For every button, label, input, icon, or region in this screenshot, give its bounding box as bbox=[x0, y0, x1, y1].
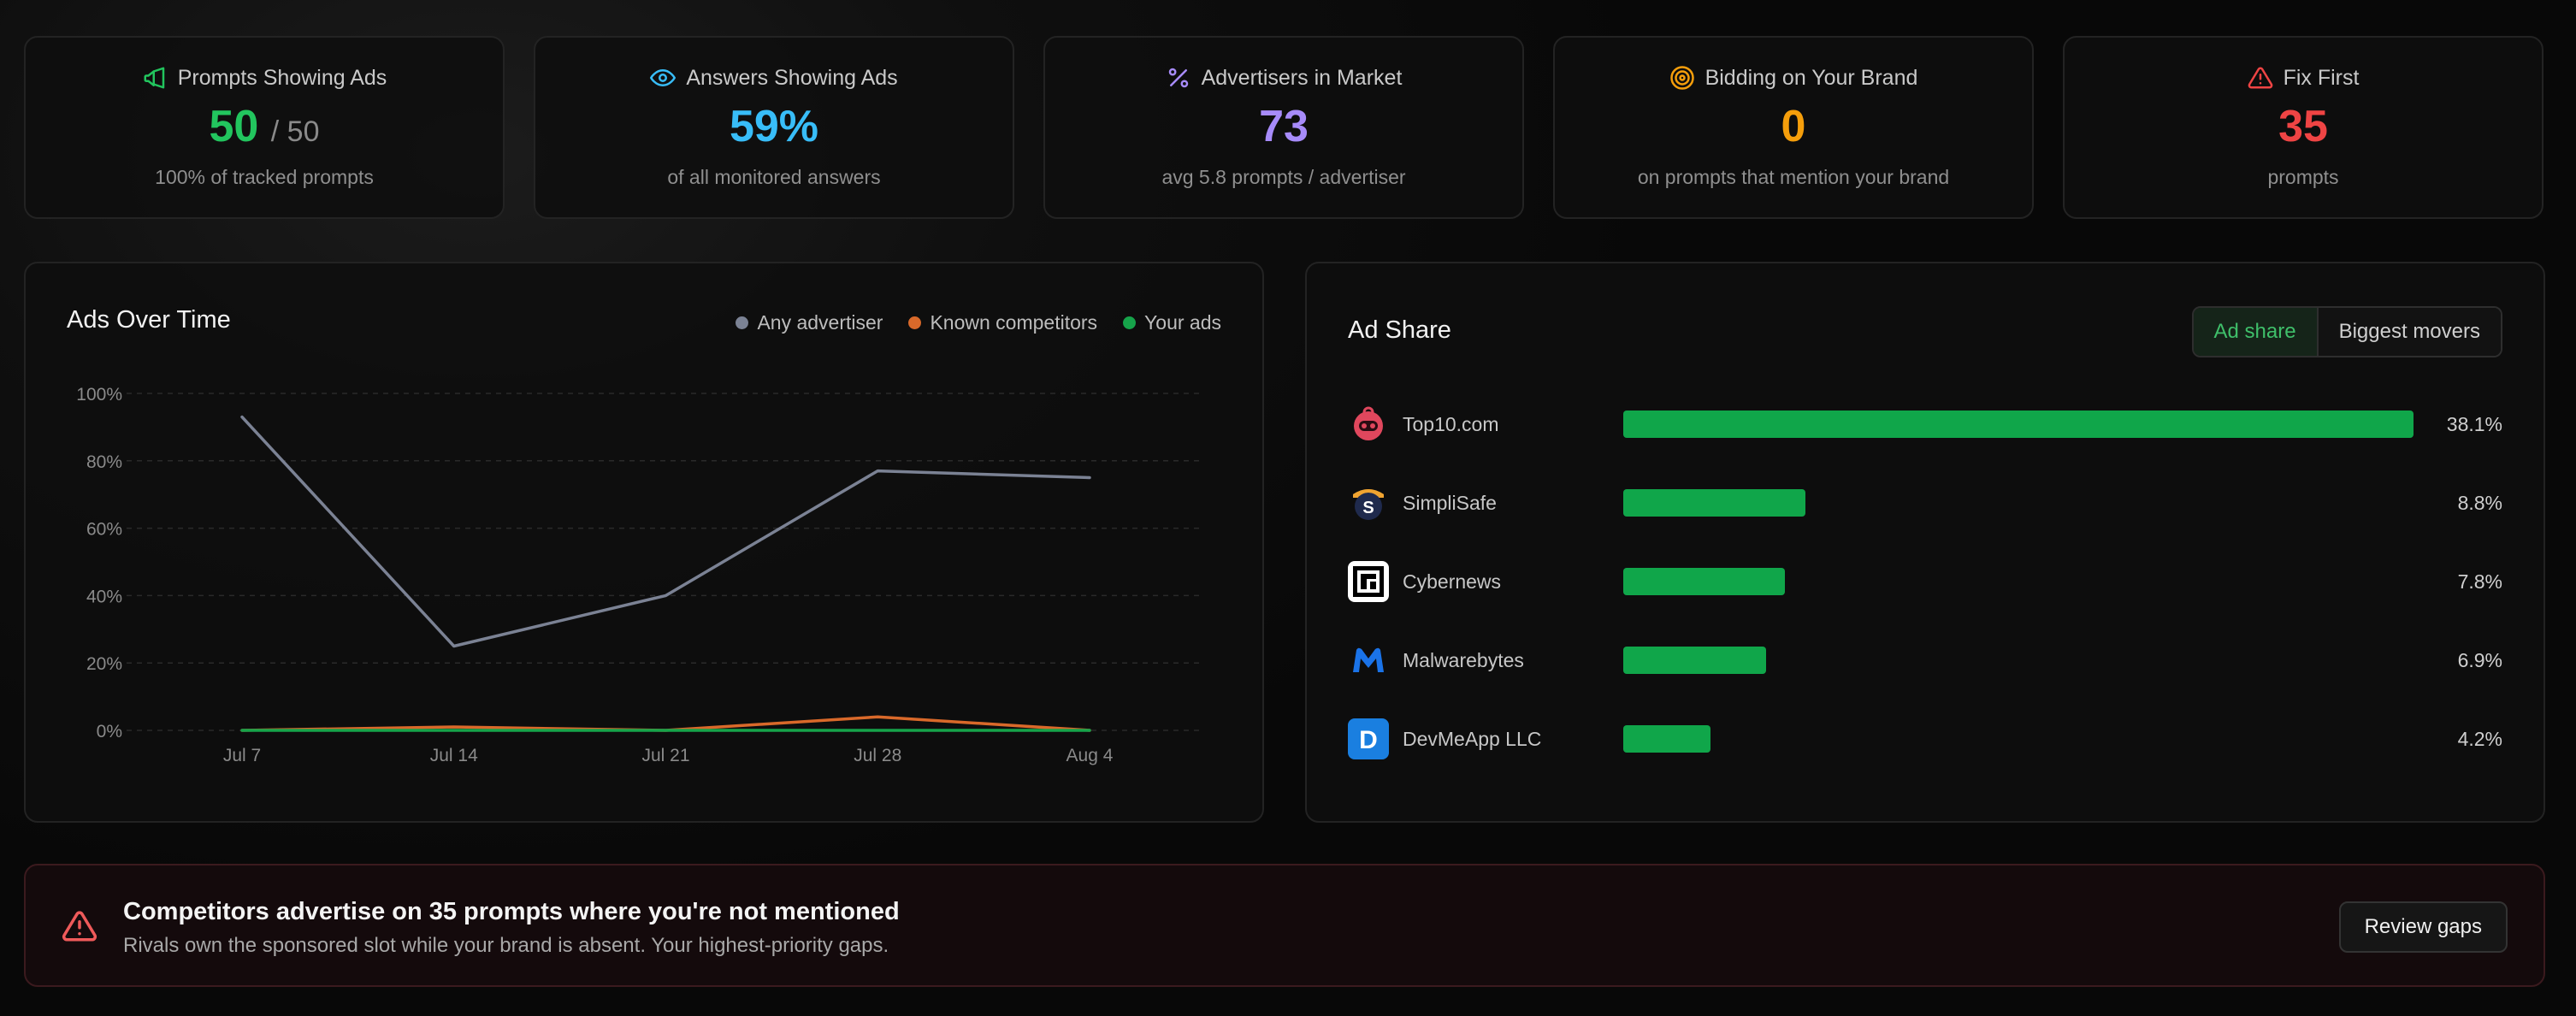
share-name: Malwarebytes bbox=[1403, 648, 1524, 671]
ads-over-time-card: Ads Over Time Any advertiser Known compe… bbox=[24, 262, 1264, 823]
x-tick-label: Jul 7 bbox=[223, 746, 261, 765]
share-pct: 7.8% bbox=[2457, 570, 2502, 593]
chart-legend: Any advertiser Known competitors Your ad… bbox=[736, 311, 1221, 334]
ad-share-title: Ad Share bbox=[1348, 316, 1451, 344]
x-tick-label: Aug 4 bbox=[1066, 746, 1114, 765]
share-name: DevMeApp LLC bbox=[1403, 727, 1542, 750]
series-line-any-advertiser bbox=[240, 415, 1091, 648]
stat-caption: 100% of tracked prompts bbox=[155, 166, 374, 188]
stat-caption: of all monitored answers bbox=[667, 166, 881, 188]
alert-title: Competitors advertise on 35 prompts wher… bbox=[123, 898, 900, 925]
stat-caption: on prompts that mention your brand bbox=[1637, 166, 1950, 188]
share-bar bbox=[1623, 647, 1767, 674]
stat-card-fix-first: Fix First 35 prompts bbox=[2063, 36, 2544, 219]
legend-item-any-advertiser[interactable]: Any advertiser bbox=[736, 311, 883, 334]
competitor-gap-alert: Competitors advertise on 35 prompts wher… bbox=[24, 864, 2545, 987]
tab-biggest-movers[interactable]: Biggest movers bbox=[2318, 308, 2501, 356]
malwarebytes-logo-icon bbox=[1348, 640, 1389, 681]
share-pct: 38.1% bbox=[2446, 412, 2502, 435]
stat-value: 73 bbox=[1259, 102, 1309, 151]
stat-label: Advertisers in Market bbox=[1201, 65, 1403, 90]
stat-label: Fix First bbox=[2283, 65, 2360, 90]
share-row-malwarebytes[interactable]: Malwarebytes 6.9% bbox=[1348, 635, 2502, 686]
share-bar bbox=[1623, 568, 1786, 595]
legend-label: Your ads bbox=[1144, 311, 1221, 334]
stat-value: 0 bbox=[1781, 102, 1806, 151]
legend-item-known-competitors[interactable]: Known competitors bbox=[908, 311, 1097, 334]
alert-text: Rivals own the sponsored slot while your… bbox=[123, 934, 889, 957]
ad-share-card: Ad Share Ad share Biggest movers Top10.c… bbox=[1305, 262, 2545, 823]
target-icon bbox=[1669, 66, 1694, 90]
stat-value: 35 bbox=[2278, 102, 2328, 151]
percent-icon bbox=[1168, 68, 1188, 88]
ad-share-toggle: Ad share Biggest movers bbox=[2191, 306, 2502, 357]
legend-dot bbox=[908, 316, 922, 329]
share-bar-track bbox=[1623, 568, 2414, 595]
share-name: Cybernews bbox=[1403, 570, 1502, 593]
stat-label: Bidding on Your Brand bbox=[1705, 65, 1918, 90]
y-tick-label: 80% bbox=[86, 452, 122, 472]
svg-text:D: D bbox=[1359, 726, 1378, 754]
legend-label: Any advertiser bbox=[757, 311, 883, 334]
share-bar bbox=[1623, 411, 2414, 438]
warning-icon bbox=[62, 911, 97, 942]
cybernews-logo-icon bbox=[1348, 561, 1389, 602]
legend-item-your-ads[interactable]: Your ads bbox=[1123, 311, 1221, 334]
share-pct: 8.8% bbox=[2457, 491, 2502, 514]
share-pct: 6.9% bbox=[2457, 648, 2502, 671]
chart-title: Ads Over Time bbox=[67, 306, 231, 334]
review-gaps-button[interactable]: Review gaps bbox=[2338, 901, 2508, 953]
stat-caption: avg 5.8 prompts / advertiser bbox=[1161, 166, 1406, 188]
share-name: Top10.com bbox=[1403, 412, 1499, 435]
stat-value: 50 / 50 bbox=[209, 102, 320, 151]
y-tick-label: 60% bbox=[86, 520, 122, 540]
stat-label: Prompts Showing Ads bbox=[177, 65, 387, 90]
stat-card-prompts-showing-ads: Prompts Showing Ads 50 / 50 100% of trac… bbox=[24, 36, 505, 219]
x-tick-label: Jul 28 bbox=[854, 746, 901, 765]
share-bar bbox=[1623, 489, 1806, 517]
share-bar-track bbox=[1623, 725, 2414, 753]
stat-value-suffix: / 50 bbox=[270, 115, 320, 148]
stat-value: 59% bbox=[729, 102, 819, 151]
stat-card-answers-showing-ads: Answers Showing Ads 59% of all monitored… bbox=[534, 36, 1014, 219]
megaphone-icon bbox=[144, 67, 164, 89]
stat-card-bidding-on-brand: Bidding on Your Brand 0 on prompts that … bbox=[1553, 36, 2034, 219]
stat-label: Answers Showing Ads bbox=[686, 65, 898, 90]
svg-text:S: S bbox=[1362, 499, 1374, 517]
x-tick-label: Jul 21 bbox=[641, 746, 689, 765]
share-row-cybernews[interactable]: Cybernews 7.8% bbox=[1348, 556, 2502, 607]
stat-card-advertisers-in-market: Advertisers in Market 73 avg 5.8 prompts… bbox=[1043, 36, 1524, 219]
share-bar bbox=[1623, 725, 1710, 753]
x-tick-label: Jul 14 bbox=[430, 746, 478, 765]
legend-label: Known competitors bbox=[930, 311, 1098, 334]
y-tick-label: 20% bbox=[86, 654, 122, 674]
share-bar-track bbox=[1623, 489, 2414, 517]
share-bar-track bbox=[1623, 647, 2414, 674]
simplisafe-logo-icon: S bbox=[1348, 482, 1389, 523]
devmeapp-logo-icon: D bbox=[1348, 718, 1389, 759]
share-name: SimpliSafe bbox=[1403, 491, 1497, 514]
share-pct: 4.2% bbox=[2457, 727, 2502, 750]
share-row-simplisafe[interactable]: S SimpliSafe 8.8% bbox=[1348, 477, 2502, 529]
share-row-devmeapp[interactable]: D DevMeApp LLC 4.2% bbox=[1348, 713, 2502, 765]
y-tick-label: 100% bbox=[76, 385, 122, 405]
stat-caption: prompts bbox=[2267, 166, 2339, 188]
series-line-known-competitors bbox=[240, 715, 1091, 732]
legend-dot bbox=[736, 316, 749, 329]
tab-ad-share[interactable]: Ad share bbox=[2193, 308, 2319, 356]
legend-dot bbox=[1123, 316, 1137, 329]
warning-icon bbox=[2248, 67, 2272, 89]
share-row-top10[interactable]: Top10.com 38.1% bbox=[1348, 399, 2502, 450]
top10-logo-icon bbox=[1348, 404, 1389, 445]
y-tick-label: 0% bbox=[97, 722, 122, 741]
share-bar-track bbox=[1623, 411, 2414, 438]
y-tick-label: 40% bbox=[86, 587, 122, 606]
eye-icon bbox=[650, 69, 676, 86]
line-chart: 0% 20% 40% 60% 80% 100% Jul 7 Jul 14 Jul 21 Jul 2… bbox=[76, 385, 1199, 765]
